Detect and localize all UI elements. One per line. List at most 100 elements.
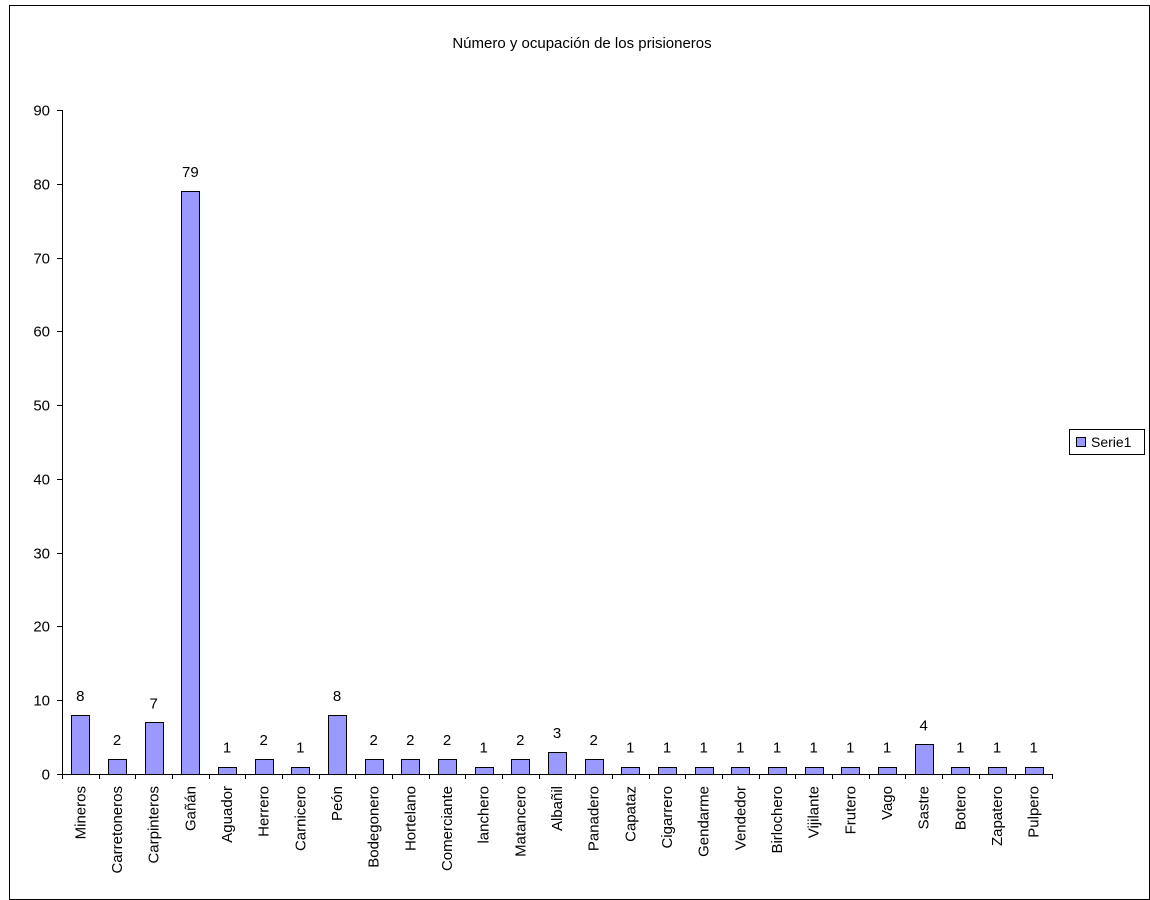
bar (658, 767, 677, 775)
bar (328, 715, 347, 775)
x-tick-label: Herrero (256, 786, 273, 837)
x-tick-label: Mineros (72, 786, 89, 839)
data-label: 7 (149, 695, 157, 712)
bar (621, 767, 640, 775)
legend-swatch (1076, 437, 1086, 447)
x-tick-label: Matancero (512, 786, 529, 857)
x-tick-label: Cigarrero (659, 786, 676, 849)
y-axis: 0 10 20 30 40 50 60 70 80 90 (33, 103, 63, 784)
bar (951, 767, 970, 775)
y-tick-label: 10 (33, 693, 50, 710)
bar (695, 767, 714, 775)
bar (585, 759, 604, 775)
data-label: 1 (479, 740, 487, 757)
bar (878, 767, 897, 775)
bar (915, 744, 934, 775)
data-label: 1 (736, 740, 744, 757)
bar (255, 759, 274, 775)
legend: Serie1 (1069, 429, 1145, 455)
x-tick-label: lanchero (476, 786, 493, 844)
bar (805, 767, 824, 775)
data-label: 1 (773, 740, 781, 757)
data-label: 2 (443, 732, 451, 749)
legend-label: Serie1 (1091, 434, 1132, 450)
data-label: 2 (369, 732, 377, 749)
bar (218, 767, 237, 775)
y-tick-label: 30 (33, 546, 50, 563)
x-tick-label: Frutero (842, 786, 859, 834)
y-tick-label: 50 (33, 398, 50, 415)
data-label: 2 (589, 732, 597, 749)
x-tick-label: Gañán (182, 786, 199, 831)
data-label: 1 (296, 740, 304, 757)
bar (841, 767, 860, 775)
data-label: 1 (993, 740, 1001, 757)
x-tick-label: Comerciante (439, 786, 456, 871)
x-tick-label: Albañil (549, 786, 566, 831)
x-tick-label: Bodegonero (366, 786, 383, 868)
x-tick-label: Zapatero (989, 786, 1006, 846)
bar (145, 722, 164, 775)
data-label: 1 (626, 740, 634, 757)
x-tick-label: Vendedor (732, 786, 749, 850)
x-tick-label: Aguador (219, 786, 236, 843)
data-label: 1 (223, 740, 231, 757)
y-tick-label: 40 (33, 472, 50, 489)
data-label: 8 (333, 688, 341, 705)
bar (475, 767, 494, 775)
x-tick-label: Botero (952, 786, 969, 830)
x-tick-label: Vago (879, 786, 896, 820)
bar (438, 759, 457, 775)
x-tick-label: Birlochero (769, 786, 786, 854)
x-tick-label: Carnicero (292, 786, 309, 851)
bar (181, 191, 200, 775)
data-label: 4 (919, 717, 927, 734)
data-label: 1 (846, 740, 854, 757)
data-label: 2 (113, 732, 121, 749)
x-tick-label: Pulpero (1026, 786, 1043, 838)
data-label: 2 (259, 732, 267, 749)
data-label: 2 (406, 732, 414, 749)
bar (511, 759, 530, 775)
x-tick-label: Sastre (916, 786, 933, 829)
bar (1025, 767, 1044, 775)
x-tick-labels: Mineros Carretoneros Carpinteros Gañán Aguad… (72, 786, 1042, 874)
data-labels: 8 2 7 79 1 2 1 8 2 2 2 1 2 3 2 1 1 1 1 1 1 1 1 4 1 1 1 (76, 164, 1038, 756)
bar (108, 759, 127, 775)
data-label: 1 (663, 740, 671, 757)
y-tick-label: 60 (33, 324, 50, 341)
data-label: 1 (1029, 740, 1037, 757)
bars (71, 191, 1044, 775)
x-tick-label: Carpinteros (146, 786, 163, 864)
x-tick-label: Peón (329, 786, 346, 821)
bar (291, 767, 310, 775)
data-label: 79 (182, 164, 199, 181)
y-tick-label: 70 (33, 251, 50, 268)
data-label: 1 (956, 740, 964, 757)
data-label: 8 (76, 688, 84, 705)
x-tick-label: Hortelano (402, 786, 419, 851)
x-tick-label: Gendarme (696, 786, 713, 857)
x-tick-label: Panadero (586, 786, 603, 851)
x-tick-label: Capataz (622, 786, 639, 842)
bar (768, 767, 787, 775)
y-tick-label: 80 (33, 177, 50, 194)
y-tick-label: 0 (42, 767, 50, 784)
y-tick-label: 20 (33, 619, 50, 636)
data-label: 3 (553, 725, 561, 742)
bar (731, 767, 750, 775)
data-label: 1 (883, 740, 891, 757)
data-label: 2 (516, 732, 524, 749)
data-label: 1 (699, 740, 707, 757)
bar (988, 767, 1007, 775)
chart-title: Número y ocupación de los prisioneros (452, 35, 711, 52)
x-tick-label: Vijilante (806, 786, 823, 838)
bar (71, 715, 90, 775)
bar (365, 759, 384, 775)
x-tick-label: Carretoneros (109, 786, 126, 874)
chart-border (9, 5, 1150, 900)
data-label: 1 (809, 740, 817, 757)
bar (548, 752, 567, 775)
